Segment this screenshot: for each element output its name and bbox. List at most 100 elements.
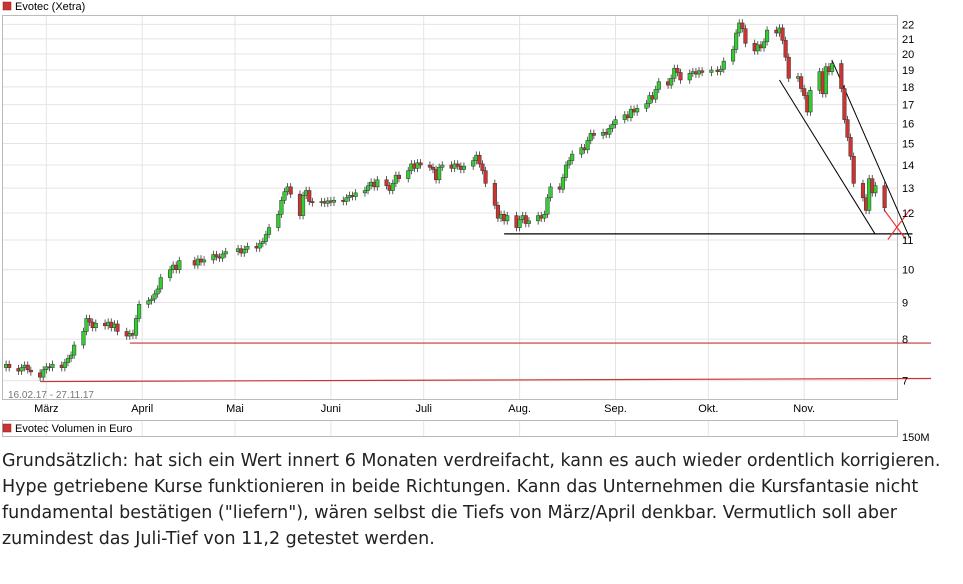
candle [700, 70, 705, 73]
candle [545, 197, 550, 215]
candle [851, 155, 856, 184]
candle [155, 288, 160, 295]
candle [588, 133, 593, 141]
y-tick-label: 18 [902, 82, 914, 94]
candle [505, 215, 510, 222]
candle [133, 318, 139, 336]
candle [721, 60, 726, 70]
x-tick-label: Aug. [508, 403, 531, 415]
candle [396, 174, 402, 179]
price-axis: 7 8 9 10 11 12 13 14 15 16 17 18 19 20 21 22 [902, 19, 914, 387]
candle [28, 369, 33, 373]
channel-line [779, 79, 876, 235]
y-tick-label: 19 [902, 65, 914, 77]
candle [495, 205, 500, 219]
candle [245, 246, 250, 250]
y-tick-label: 10 [902, 265, 914, 277]
candle [669, 78, 674, 86]
candle [480, 163, 485, 171]
candle [765, 29, 770, 43]
candle [483, 170, 488, 184]
candle [882, 185, 887, 209]
y-tick-label: 21 [902, 34, 914, 46]
candle [492, 183, 497, 206]
candle [461, 165, 466, 170]
candle [307, 190, 312, 202]
candle [202, 259, 207, 263]
y-tick-label: 9 [902, 297, 908, 309]
candle [276, 214, 281, 228]
candle [740, 22, 745, 29]
commentary-text: Grundsätzlich: hat sich ein Wert innert … [2, 451, 941, 549]
y-tick-label: 15 [902, 139, 914, 151]
chart-title: Evotec (Xetra) [15, 1, 85, 13]
x-tick-label: Sep. [604, 403, 627, 415]
candle [214, 254, 219, 258]
candle [242, 248, 247, 254]
volume-grid [45, 421, 805, 436]
y-tick-label: 16 [902, 118, 914, 130]
candle [146, 300, 151, 305]
candle [842, 88, 847, 120]
candle [288, 186, 293, 195]
candle [257, 243, 262, 249]
price-grid [3, 16, 897, 399]
candle [730, 49, 736, 62]
candle [25, 364, 30, 371]
candle [455, 163, 460, 167]
x-tick-label: April [131, 403, 153, 415]
candle [477, 154, 482, 165]
candle [384, 179, 389, 186]
volume-legend: Evotec Volumen in Euro [15, 423, 132, 435]
candle [628, 108, 634, 118]
candle [579, 147, 584, 155]
x-tick-label: Juli [415, 403, 432, 415]
candle [829, 63, 835, 72]
x-tick-label: Okt. [698, 403, 718, 415]
candle [570, 153, 575, 161]
candle [344, 197, 349, 202]
candle [301, 195, 306, 216]
candle [786, 56, 791, 79]
candle [823, 66, 828, 95]
candle [848, 137, 853, 157]
candle [780, 27, 785, 41]
candle [220, 253, 225, 259]
month-axis: März April Mai Juni Juli Aug. Sep. Okt. Nov. [34, 403, 815, 415]
candle [687, 73, 692, 81]
candle [560, 177, 565, 190]
candle [50, 363, 55, 368]
candle [471, 160, 476, 167]
candle [41, 369, 46, 378]
candle [644, 103, 649, 109]
volume-axis-tick: 150M [902, 432, 930, 444]
support-line [40, 377, 932, 383]
candle [548, 186, 553, 199]
candle [523, 215, 528, 224]
x-tick-label: Nov. [793, 403, 815, 415]
candle [743, 28, 748, 44]
candle [542, 214, 547, 219]
candle [279, 200, 284, 215]
candle [808, 90, 813, 113]
candle [839, 63, 844, 89]
candle [802, 88, 807, 96]
target-marker [883, 209, 907, 240]
candle [656, 81, 661, 90]
candle [331, 200, 337, 203]
y-tick-label: 20 [902, 49, 914, 61]
candle [675, 68, 680, 73]
candle [613, 119, 618, 125]
x-tick-label: Mai [226, 403, 244, 415]
candle [44, 366, 49, 371]
candle [81, 331, 86, 346]
candle [430, 166, 436, 170]
candle [263, 234, 268, 242]
target-marker [887, 209, 911, 240]
candle [415, 162, 420, 169]
candle [310, 201, 315, 204]
candle [72, 344, 77, 356]
candle [672, 68, 677, 79]
candle [607, 128, 612, 135]
